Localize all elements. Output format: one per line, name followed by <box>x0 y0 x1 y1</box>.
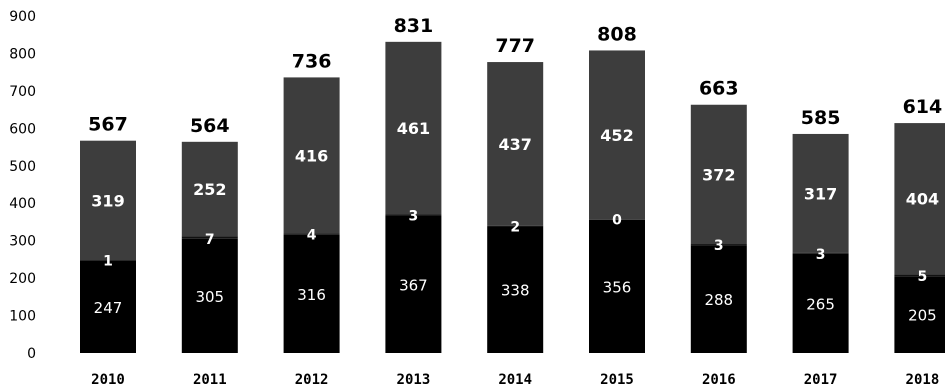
data-label-top: 252 <box>193 180 226 199</box>
bar-segment-3 <box>487 62 544 226</box>
y-tick-label: 400 <box>9 196 36 212</box>
data-label-top: 437 <box>498 135 531 154</box>
bar-segment-2 <box>690 244 747 246</box>
bar-segment-2 <box>181 236 238 239</box>
bar-segment-1 <box>283 234 340 353</box>
y-tick-label: 500 <box>9 159 36 175</box>
bar-segment-1 <box>181 238 238 353</box>
bar-segment-1 <box>80 260 136 353</box>
bar-segment-1 <box>385 215 442 353</box>
data-label-middle: 3 <box>714 238 724 254</box>
x-tick-label: 2010 <box>91 372 125 387</box>
x-tick-label: 2011 <box>193 372 227 387</box>
total-label: 564 <box>190 115 230 137</box>
bar-segment-3 <box>792 133 849 253</box>
data-label-top: 452 <box>600 126 633 145</box>
y-tick-label: 600 <box>9 121 36 137</box>
data-label-middle: 3 <box>816 247 826 263</box>
bar-segment-1 <box>487 226 544 353</box>
data-label-bottom: 316 <box>297 286 326 304</box>
bar-segment-2 <box>792 252 849 254</box>
total-label: 585 <box>801 107 841 129</box>
bar-segment-1 <box>690 245 747 353</box>
total-label: 777 <box>495 35 535 57</box>
data-label-bottom: 265 <box>806 295 835 313</box>
total-label: 614 <box>903 96 943 118</box>
x-tick-label: 2012 <box>295 372 329 387</box>
y-tick-label: 100 <box>9 309 36 325</box>
bar-segment-2 <box>894 274 945 277</box>
data-label-top: 372 <box>702 165 735 184</box>
y-axis: 0 100 200 300 400 500 600 700 800 900 <box>9 9 36 362</box>
bar-segment-1 <box>792 253 849 353</box>
y-tick-label: 800 <box>9 46 36 62</box>
data-label-bottom: 205 <box>908 307 937 325</box>
x-tick-label: 2016 <box>702 372 736 387</box>
data-label-bottom: 305 <box>195 288 224 306</box>
data-label-bottom: 288 <box>704 291 733 309</box>
y-tick-label: 0 <box>27 346 36 362</box>
total-label: 567 <box>88 114 128 136</box>
data-label-middle: 1 <box>103 254 113 270</box>
data-label-middle: 4 <box>307 228 317 244</box>
bar-segment-3 <box>283 77 340 234</box>
bar-segment-3 <box>894 123 945 275</box>
data-label-bottom: 338 <box>501 282 530 300</box>
x-tick-label: 2018 <box>906 372 940 387</box>
data-label-top: 461 <box>397 119 430 138</box>
data-label-middle: 2 <box>510 219 520 235</box>
bar-segment-2 <box>283 233 340 235</box>
data-label-bottom: 356 <box>603 278 632 296</box>
bar-segment-3 <box>385 41 442 215</box>
data-label-top: 317 <box>804 184 837 203</box>
total-label: 736 <box>292 50 332 72</box>
data-label-top: 416 <box>295 146 328 165</box>
y-tick-label: 900 <box>9 9 36 25</box>
data-label-middle: 5 <box>918 269 928 285</box>
bar-segment-1 <box>589 219 645 353</box>
bar-segment-3 <box>181 141 238 237</box>
y-tick-label: 700 <box>9 84 36 100</box>
data-label-middle: 7 <box>205 232 215 248</box>
bars-group: 2471319567305725256431644167363673461831… <box>80 15 945 353</box>
bar-segment-3 <box>80 140 136 261</box>
bar-segment-3 <box>589 50 645 220</box>
bar-segment-2 <box>385 214 442 216</box>
bar-segment-1 <box>894 276 945 353</box>
data-label-top: 319 <box>91 191 124 210</box>
x-tick-label: 2014 <box>498 372 532 387</box>
x-tick-label: 2013 <box>397 372 431 387</box>
data-label-middle: 3 <box>409 209 419 225</box>
y-tick-label: 300 <box>9 234 36 250</box>
total-label: 808 <box>597 23 637 45</box>
bar-segment-2 <box>487 225 544 227</box>
data-label-top: 404 <box>906 190 939 209</box>
x-tick-label: 2017 <box>804 372 838 387</box>
bar-segment-3 <box>690 104 747 245</box>
total-label: 831 <box>394 15 434 37</box>
data-label-middle: 0 <box>612 213 622 229</box>
x-axis: 2010 2011 2012 2013 2014 2015 2016 2017 2018 <box>91 372 939 387</box>
data-label-bottom: 247 <box>94 299 123 317</box>
data-label-bottom: 367 <box>399 276 428 294</box>
x-tick-label: 2015 <box>600 372 634 387</box>
total-label: 663 <box>699 78 739 100</box>
y-tick-label: 200 <box>9 271 36 287</box>
